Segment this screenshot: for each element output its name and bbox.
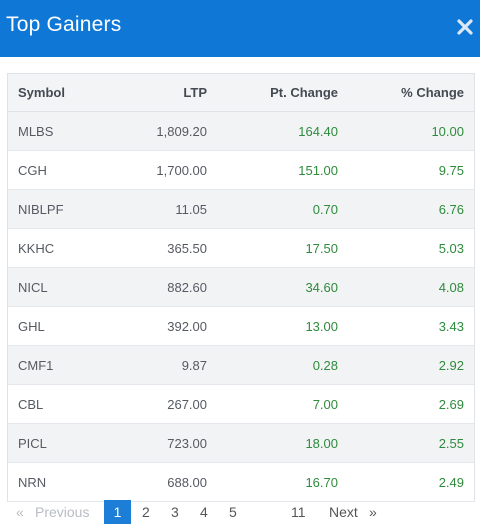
cell-pct-change: 6.76 — [348, 189, 474, 229]
column-header-ltp[interactable]: LTP — [113, 74, 217, 112]
table-row[interactable]: NIBLPF 11.05 0.70 6.76 — [8, 189, 474, 229]
table-row[interactable]: NICL 882.60 34.60 4.08 — [8, 267, 474, 307]
cell-symbol: NIBLPF — [8, 189, 113, 229]
cell-pct-change: 3.43 — [348, 306, 474, 346]
cell-pt-change: 34.60 — [217, 267, 348, 307]
column-header-pt-change[interactable]: Pt. Change — [217, 74, 348, 112]
table-body: MLBS 1,809.20 164.40 10.00 CGH 1,700.00 151.00… — [8, 111, 474, 502]
cell-symbol: NRN — [8, 462, 113, 502]
table-row[interactable]: CGH 1,700.00 151.00 9.75 — [8, 150, 474, 190]
cell-pct-change: 9.75 — [348, 150, 474, 190]
page-link-2[interactable]: 2 — [142, 504, 150, 520]
cell-pt-change: 0.70 — [217, 189, 348, 229]
cell-pct-change: 5.03 — [348, 228, 474, 268]
modal-title: Top Gainers — [6, 13, 122, 36]
table-row[interactable]: GHL 392.00 13.00 3.43 — [8, 306, 474, 346]
cell-ltp: 882.60 — [113, 267, 217, 307]
table-row[interactable]: KKHC 365.50 17.50 5.03 — [8, 228, 474, 268]
table-row[interactable]: CMF1 9.87 0.28 2.92 — [8, 345, 474, 385]
cell-pt-change: 7.00 — [217, 384, 348, 424]
cell-ltp: 723.00 — [113, 423, 217, 463]
page-link-last[interactable]: 11 — [291, 504, 306, 520]
column-header-symbol[interactable]: Symbol — [8, 74, 113, 112]
cell-symbol: CGH — [8, 150, 113, 190]
close-icon[interactable] — [454, 16, 476, 38]
cell-pct-change: 4.08 — [348, 267, 474, 307]
cell-symbol: CBL — [8, 384, 113, 424]
cell-symbol: MLBS — [8, 111, 113, 151]
first-page-link[interactable]: « — [16, 504, 24, 520]
cell-symbol: CMF1 — [8, 345, 113, 385]
end-page-link[interactable]: » — [369, 504, 377, 520]
page-link-5[interactable]: 5 — [229, 504, 237, 520]
cell-ltp: 9.87 — [113, 345, 217, 385]
cell-pt-change: 17.50 — [217, 228, 348, 268]
table-row[interactable]: CBL 267.00 7.00 2.69 — [8, 384, 474, 424]
cell-ltp: 1,700.00 — [113, 150, 217, 190]
cell-pt-change: 13.00 — [217, 306, 348, 346]
page-link-1[interactable]: 1 — [104, 500, 131, 524]
cell-pt-change: 151.00 — [217, 150, 348, 190]
cell-pct-change: 2.49 — [348, 462, 474, 502]
cell-ltp: 392.00 — [113, 306, 217, 346]
modal-header: Top Gainers — [0, 0, 480, 57]
cell-pt-change: 16.70 — [217, 462, 348, 502]
cell-ltp: 688.00 — [113, 462, 217, 502]
column-header-pct-change[interactable]: % Change — [348, 74, 474, 112]
cell-symbol: PICL — [8, 423, 113, 463]
cell-ltp: 11.05 — [113, 189, 217, 229]
page-link-4[interactable]: 4 — [200, 504, 208, 520]
cell-pct-change: 2.55 — [348, 423, 474, 463]
cell-ltp: 365.50 — [113, 228, 217, 268]
page-link-3[interactable]: 3 — [171, 504, 179, 520]
table-row[interactable]: PICL 723.00 18.00 2.55 — [8, 423, 474, 463]
cell-ltp: 1,809.20 — [113, 111, 217, 151]
table-row[interactable]: NRN 688.00 16.70 2.49 — [8, 462, 474, 502]
cell-pct-change: 2.92 — [348, 345, 474, 385]
cell-pt-change: 164.40 — [217, 111, 348, 151]
cell-symbol: GHL — [8, 306, 113, 346]
cell-pt-change: 0.28 — [217, 345, 348, 385]
gainers-table: Symbol LTP Pt. Change % Change MLBS 1,809… — [8, 74, 474, 502]
cell-pct-change: 10.00 — [348, 111, 474, 151]
cell-symbol: KKHC — [8, 228, 113, 268]
cell-pct-change: 2.69 — [348, 384, 474, 424]
previous-page-link[interactable]: Previous — [35, 504, 90, 520]
cell-ltp: 267.00 — [113, 384, 217, 424]
next-page-link[interactable]: Next — [329, 504, 358, 520]
cell-symbol: NICL — [8, 267, 113, 307]
gainers-table-container: Symbol LTP Pt. Change % Change MLBS 1,809… — [7, 73, 475, 502]
table-row[interactable]: MLBS 1,809.20 164.40 10.00 — [8, 111, 474, 151]
pagination: « Previous 1 2 3 4 5 11 Next » — [0, 500, 480, 530]
table-header-row: Symbol LTP Pt. Change % Change — [8, 74, 474, 112]
cell-pt-change: 18.00 — [217, 423, 348, 463]
